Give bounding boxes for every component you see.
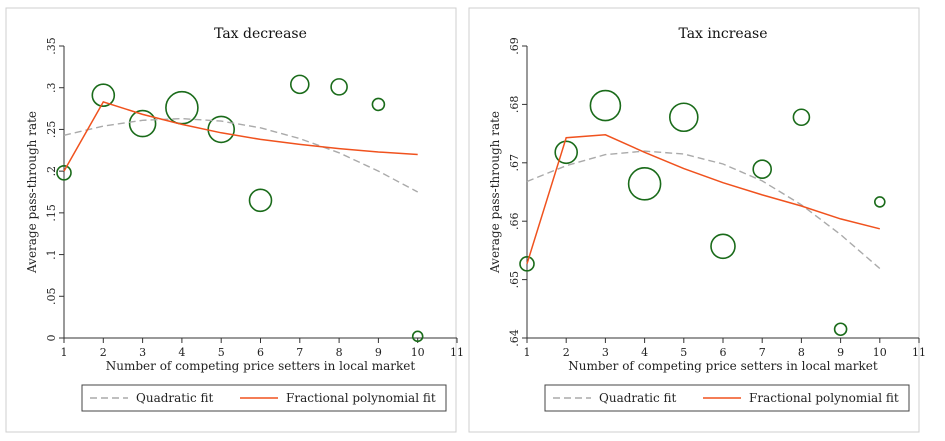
x-tick-label: 11 <box>912 346 926 359</box>
data-point <box>710 233 736 260</box>
y-tick-label: .35 <box>45 37 58 55</box>
panel-1: Tax decrease 0 .05 .1 .15 .2 .25 .3 .35 1 2 3 4 5 6 7 8 9… <box>5 7 464 433</box>
data-point <box>165 90 199 125</box>
y-tick-label: .66 <box>508 212 521 230</box>
y-tick-label: .05 <box>45 288 58 306</box>
chart-title: Tax decrease <box>214 26 307 42</box>
data-point <box>91 83 116 108</box>
data-point <box>330 78 348 96</box>
y-tick-label: .15 <box>45 204 58 222</box>
y-tick-label: 0 <box>45 335 58 342</box>
x-tick-label: 7 <box>296 346 303 359</box>
y-tick-label: .64 <box>508 329 521 347</box>
y-axis-label: Average pass-through rate <box>488 111 502 274</box>
y-tick-label: .2 <box>45 166 58 177</box>
data-point <box>519 256 535 272</box>
y-axis-label: Average pass-through rate <box>25 111 39 274</box>
x-tick-label: 5 <box>218 346 225 359</box>
x-tick-label: 4 <box>178 346 185 359</box>
data-point <box>627 167 662 201</box>
chart-title: Tax increase <box>678 26 767 42</box>
x-tick-label: 8 <box>336 346 343 359</box>
x-tick-label: 6 <box>720 346 727 359</box>
legend-label: Quadratic fit <box>136 391 213 405</box>
y-tick-label: .3 <box>45 82 58 93</box>
x-tick-label: 6 <box>257 346 264 359</box>
legend: Quadratic fit Fractional polynomial fit <box>81 384 447 412</box>
x-tick-label: 9 <box>837 346 844 359</box>
data-point <box>873 196 886 208</box>
data-point <box>554 140 578 165</box>
legend-label: Fractional polynomial fit <box>286 391 436 405</box>
data-point <box>792 108 811 127</box>
data-point <box>411 330 424 343</box>
legend-label: Quadratic fit <box>599 391 676 405</box>
data-point <box>128 109 157 138</box>
panel-border <box>468 7 920 433</box>
fractional-polynomial-fit-line <box>63 101 418 172</box>
quadratic-fit-line <box>63 117 419 193</box>
y-tick-label: .65 <box>508 271 521 289</box>
x-tick-label: 4 <box>641 346 648 359</box>
data-point <box>833 322 848 337</box>
quadratic-fit-line <box>526 150 881 270</box>
x-tick-label: 2 <box>563 346 570 359</box>
x-tick-label: 1 <box>61 346 68 359</box>
x-tick-label: 3 <box>139 346 146 359</box>
data-point <box>248 188 273 213</box>
x-tick-label: 3 <box>602 346 609 359</box>
x-tick-label: 1 <box>524 346 531 359</box>
x-tick-label: 10 <box>873 346 887 359</box>
data-point <box>289 74 310 95</box>
fractional-polynomial-fit-line <box>526 134 880 265</box>
panel-border <box>5 7 457 433</box>
x-tick-label: 8 <box>798 346 805 359</box>
data-point <box>371 97 386 112</box>
x-tick-label: 5 <box>680 346 687 359</box>
legend: Quadratic fit Fractional polynomial fit <box>544 384 910 412</box>
y-tick-label: .25 <box>45 121 58 139</box>
y-tick-label: .68 <box>508 96 521 114</box>
y-tick-label: .1 <box>45 249 58 259</box>
data-point <box>589 89 622 122</box>
x-tick-label: 10 <box>411 346 425 359</box>
x-tick-label: 11 <box>450 346 464 359</box>
data-point <box>56 165 72 181</box>
x-tick-label: 7 <box>759 346 766 359</box>
x-axis-label: Number of competing price setters in loc… <box>106 359 416 373</box>
x-tick-label: 9 <box>375 346 382 359</box>
y-tick-label: .69 <box>508 37 521 55</box>
panel-2: Tax increase .64 .65 .66 .67 .68 .69 1 2 3 4 5 6 7 8 9 1… <box>468 7 926 433</box>
data-point <box>669 102 699 133</box>
y-tick-label: .67 <box>508 154 521 172</box>
data-point <box>752 159 773 180</box>
legend-label: Fractional polynomial fit <box>749 391 899 405</box>
x-axis-label: Number of competing price setters in loc… <box>568 359 878 373</box>
x-tick-label: 2 <box>100 346 107 359</box>
